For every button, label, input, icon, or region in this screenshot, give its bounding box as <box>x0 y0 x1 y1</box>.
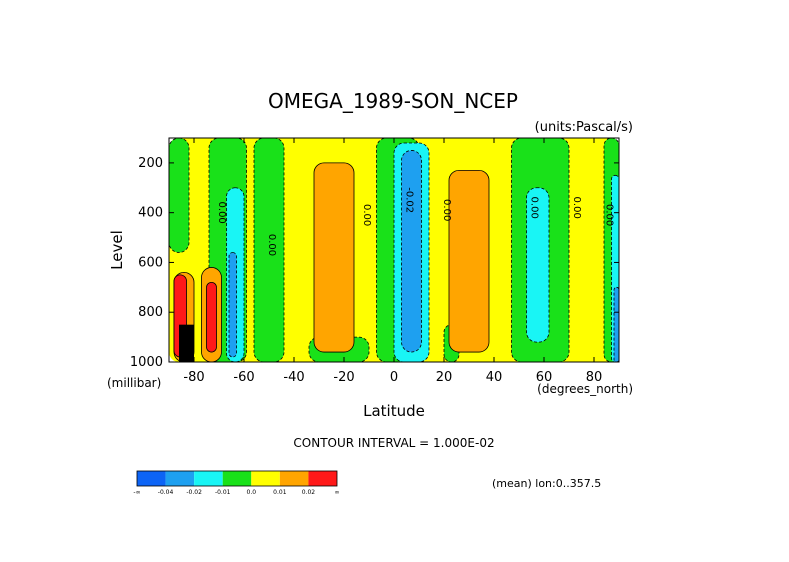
x-tick-label: 60 <box>536 370 553 385</box>
contour-region <box>401 150 422 353</box>
colorbar-label: 0.01 <box>273 489 287 496</box>
x-tick-label: -60 <box>233 370 254 385</box>
contour-label: 0.00 <box>266 234 277 256</box>
chart-title: OMEGA_1989-SON_NCEP <box>268 89 518 113</box>
colorbar-label: 0.0 <box>247 489 257 496</box>
colorbar: -∞ -0.04 -0.02 -0.01 0.0 0.01 0.02 ∞ <box>133 470 340 496</box>
colorbar-swatch <box>308 471 337 486</box>
y-axis-label: Level <box>108 230 126 270</box>
x-tick-label: 40 <box>486 370 503 385</box>
contour-label: 0.00 <box>216 202 227 224</box>
y-tick-label: 600 <box>138 255 163 270</box>
y-tick-label: 800 <box>138 305 163 320</box>
contour-region <box>253 138 285 362</box>
colorbar-label: -0.02 <box>186 489 202 496</box>
y-tick-label: 400 <box>138 206 163 221</box>
colorbar-swatch <box>165 471 195 486</box>
colorbar-swatch <box>251 471 280 486</box>
contour-fill-layer <box>169 138 619 362</box>
x-tick-label: 0 <box>390 370 398 385</box>
contour-label: 0.00 <box>441 199 452 221</box>
colorbar-swatch <box>194 471 223 486</box>
colorbar-label: 0.02 <box>302 489 316 496</box>
y-axis-ticks: 200 400 600 800 1000 <box>130 156 619 370</box>
y-axis-units: (millibar) <box>107 376 161 390</box>
contour-region <box>206 281 217 353</box>
contour-region <box>526 187 550 343</box>
contour-label: 0.00 <box>529 197 540 219</box>
x-tick-label: 80 <box>586 370 603 385</box>
y-tick-label: 200 <box>138 156 163 171</box>
colorbar-label: -0.01 <box>215 489 231 496</box>
colorbar-frame <box>136 470 338 487</box>
x-tick-label: 20 <box>436 370 453 385</box>
x-tick-label: -40 <box>283 370 304 385</box>
x-tick-label: -20 <box>333 370 354 385</box>
colorbar-label: ∞ <box>335 489 340 496</box>
colorbar-swatch <box>279 471 309 486</box>
contour-region <box>613 286 619 362</box>
units-label: (units:Pascal/s) <box>535 120 633 135</box>
x-axis-label: Latitude <box>363 402 425 420</box>
x-axis-units: (degrees_north) <box>537 382 633 396</box>
colorbar-swatch <box>137 471 166 486</box>
x-axis-ticks: -80 -60 -40 -20 0 20 40 60 80 <box>183 138 602 385</box>
contour-label: 0.00 <box>571 197 582 219</box>
contour-region <box>313 162 355 353</box>
x-tick-label: -80 <box>183 370 204 385</box>
colorbar-label: -0.04 <box>158 489 174 496</box>
contour-labels: 0.00 0.00 0.00 -0.02 0.00 0.00 0.00 0.00 <box>216 187 615 256</box>
contour-region <box>448 169 490 353</box>
contour-label: 0.00 <box>604 204 615 226</box>
contour-region <box>179 324 194 362</box>
contour-label: -0.02 <box>404 187 415 213</box>
contour-region <box>228 252 237 358</box>
colorbar-label: -∞ <box>133 489 140 496</box>
y-tick-label: 1000 <box>130 355 163 370</box>
colorbar-swatch <box>222 471 252 486</box>
contour-interval-text: CONTOUR INTERVAL = 1.000E-02 <box>293 436 494 450</box>
contour-label: 0.00 <box>361 204 372 226</box>
contour-region <box>169 138 190 253</box>
mean-lon-footer: (mean) lon:0..357.5 <box>492 477 601 490</box>
